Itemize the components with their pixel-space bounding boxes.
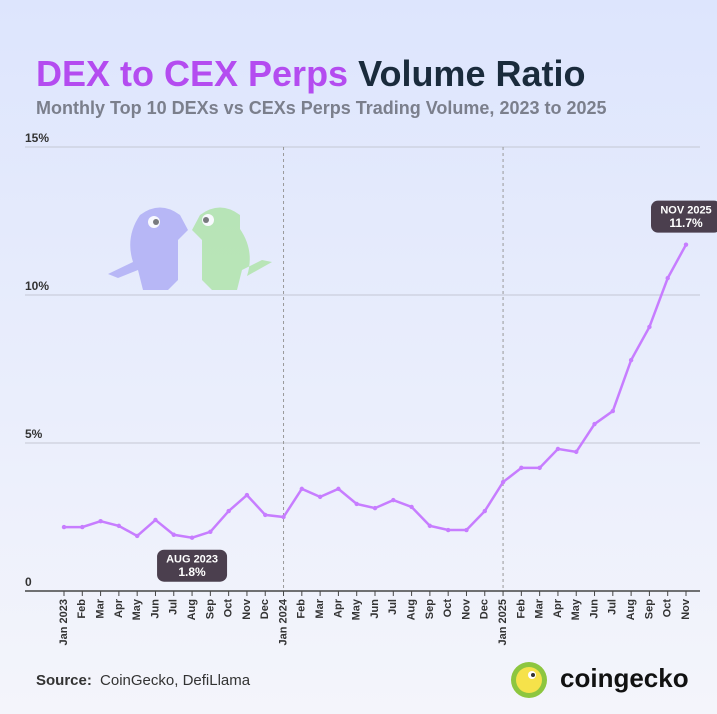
data-point	[683, 242, 689, 247]
x-tick-label: Aug	[186, 599, 198, 620]
x-tick-label: Jun	[588, 599, 600, 619]
data-point	[134, 533, 140, 539]
data-point	[98, 518, 103, 524]
logo	[511, 662, 547, 698]
x-tick-label: Oct	[223, 599, 235, 618]
annotation-box	[157, 549, 228, 582]
data-point	[263, 512, 268, 518]
data-point	[354, 501, 359, 507]
annotation-label: AUG 2023	[166, 554, 218, 566]
source-label: Source:	[36, 672, 92, 689]
x-tick-label: Aug	[405, 599, 417, 620]
x-tick-label: Jul	[387, 599, 399, 615]
x-tick-label: Sep	[424, 599, 436, 619]
annotation-value: 11.7%	[669, 216, 703, 230]
x-tick-label: Sep	[643, 599, 655, 619]
data-point	[519, 465, 524, 471]
data-point	[647, 324, 652, 330]
data-point	[372, 505, 378, 511]
x-tick-label: Feb	[296, 599, 308, 619]
x-tick-label: Jan 2024	[277, 598, 289, 645]
x-tick-label: Apr	[113, 598, 125, 618]
x-tick-label: Mar	[534, 598, 546, 618]
x-tick-label: Aug	[625, 599, 637, 620]
mascots	[108, 207, 272, 290]
data-point	[61, 524, 67, 530]
chart-title: DEX to CEX Perps Volume Ratio	[36, 53, 585, 94]
x-tick-label: Jul	[607, 599, 619, 615]
data-point	[336, 486, 341, 492]
data-point	[464, 527, 469, 533]
title-part: DEX to CEX Perps	[36, 53, 348, 94]
x-tick-label: Jul	[168, 599, 180, 615]
data-point	[409, 504, 414, 510]
annotation-label: NOV 2025	[660, 205, 711, 217]
x-tick-label: Oct	[442, 599, 454, 618]
data-point	[80, 524, 85, 530]
x-tick-label: May	[570, 598, 582, 620]
data-point	[244, 492, 250, 498]
x-tick-label: Jun	[149, 599, 161, 619]
x-tick-label: Jan 2023	[58, 599, 70, 645]
data-point	[628, 357, 634, 363]
y-tick-label: 5%	[25, 427, 43, 441]
data-point	[189, 535, 195, 540]
data-point	[537, 465, 542, 471]
y-tick-label: 15%	[25, 131, 49, 145]
data-point	[574, 449, 579, 455]
x-tick-label: Nov	[680, 598, 692, 620]
x-tick-label: Jun	[369, 599, 381, 619]
data-point	[281, 514, 286, 520]
data-point	[427, 523, 433, 529]
data-point	[555, 446, 561, 452]
x-tick-label: Dec	[259, 599, 271, 619]
x-tick-label: Feb	[76, 599, 88, 619]
data-point	[500, 479, 506, 485]
x-tick-label: May	[131, 598, 143, 620]
y-tick-label: 10%	[25, 279, 49, 293]
annotation-value: 1.8%	[178, 565, 206, 579]
subtitle: Monthly Top 10 DEXs vs CEXs Perps Tradin…	[36, 98, 607, 118]
x-tick-label: Apr	[552, 598, 564, 618]
annotation-box	[651, 200, 717, 233]
data-point	[116, 523, 122, 529]
brand: coingecko	[560, 663, 689, 693]
data-point	[610, 408, 616, 414]
data-point	[153, 517, 158, 523]
data-point	[482, 508, 487, 514]
x-tick-label: Dec	[479, 599, 491, 619]
x-tick-label: Oct	[662, 599, 674, 618]
source: Source: CoinGecko, DefiLlama	[36, 672, 251, 689]
data-point	[208, 529, 213, 534]
y-tick-label: 0	[25, 575, 32, 589]
data-point	[299, 486, 305, 492]
x-tick-label: Feb	[515, 599, 527, 619]
source-text: CoinGecko, DefiLlama	[100, 672, 251, 689]
data-point	[226, 508, 231, 514]
x-tick-label: Nov	[241, 598, 253, 620]
x-tick-label: Mar	[314, 598, 326, 618]
x-tick-label: Apr	[332, 598, 344, 618]
data-point	[445, 527, 451, 533]
x-tick-label: May	[351, 598, 363, 620]
x-tick-label: Nov	[460, 598, 472, 620]
data-point	[171, 532, 176, 537]
x-tick-label: Mar	[94, 598, 106, 618]
data-point	[317, 494, 323, 500]
data-point	[665, 275, 670, 281]
data-point	[391, 497, 396, 503]
x-tick-label: Sep	[204, 599, 216, 619]
x-tick-label: Jan 2025	[497, 599, 509, 645]
data-point	[592, 421, 597, 427]
title-part: Volume Ratio	[358, 53, 585, 94]
